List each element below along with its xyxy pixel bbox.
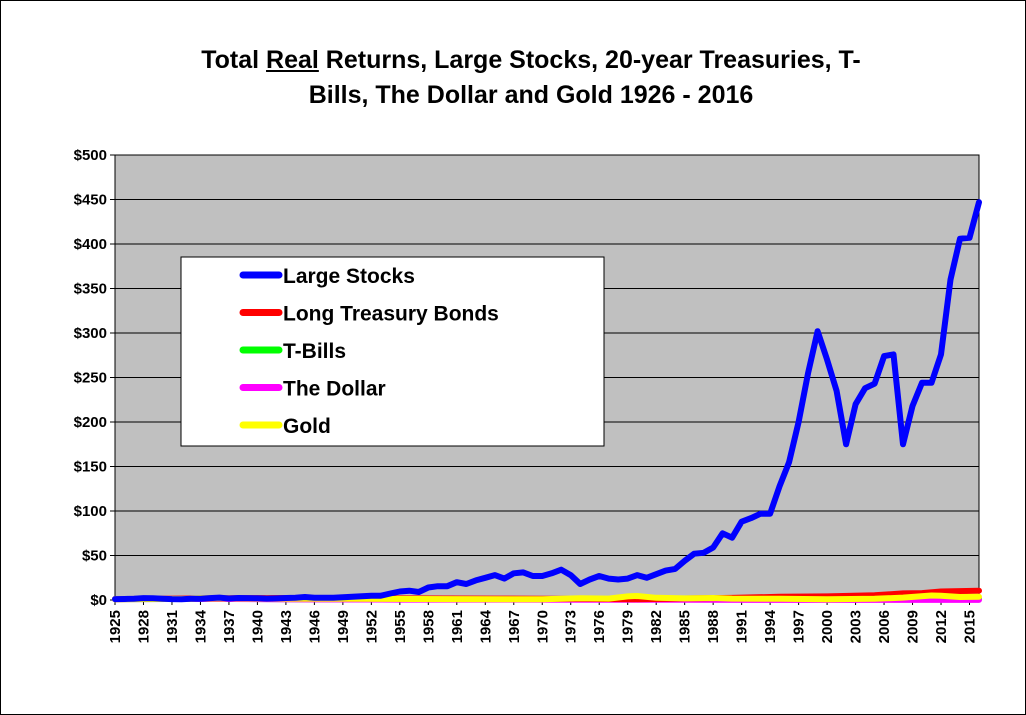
series-line-large-stocks	[112, 199, 982, 603]
x-tick-label: 1970	[534, 610, 551, 643]
x-tick-label: 2006	[876, 610, 893, 643]
title-part-1: Total	[201, 46, 267, 74]
x-tick-label: 1925	[107, 610, 124, 643]
x-tick-label: 1988	[705, 610, 722, 643]
y-tick-label: $50	[82, 548, 107, 565]
title-emphasis: Real	[266, 46, 319, 74]
y-tick-label: $450	[74, 192, 107, 209]
x-tick-label: 1961	[449, 610, 466, 643]
x-tick-label: 1985	[677, 610, 694, 643]
x-tick-label: 1991	[734, 610, 751, 643]
chart-title: Total Real Returns, Large Stocks, 20-yea…	[61, 43, 1001, 113]
x-tick-label: 1997	[791, 610, 808, 643]
x-tick-label: 1940	[249, 610, 266, 643]
x-tick-label: 1994	[762, 609, 779, 643]
x-tick-label: 1967	[506, 610, 523, 643]
legend-label: Long Treasury Bonds	[283, 303, 499, 326]
legend-label: T-Bills	[283, 340, 346, 363]
y-tick-label: $0	[90, 592, 107, 609]
x-tick-label: 1943	[278, 610, 295, 643]
y-tick-label: $150	[74, 459, 107, 476]
y-tick-label: $400	[74, 236, 107, 253]
x-tick-label: 1964	[477, 609, 494, 643]
legend-label: The Dollar	[283, 378, 386, 401]
x-tick-label: 1928	[135, 610, 152, 643]
x-tick-label: 1946	[306, 610, 323, 643]
y-tick-label: $350	[74, 281, 107, 298]
y-tick-label: $100	[74, 503, 107, 520]
x-tick-label: 1931	[164, 610, 181, 643]
legend-label: Large Stocks	[283, 265, 415, 288]
y-tick-label: $500	[74, 147, 107, 164]
legend-label: Gold	[283, 415, 331, 438]
x-tick-label: 1949	[335, 610, 352, 643]
x-tick-label: 1973	[563, 610, 580, 643]
x-tick-label: 2012	[933, 610, 950, 643]
x-tick-label: 2003	[848, 610, 865, 643]
x-tick-label: 2015	[962, 610, 979, 643]
x-tick-label: 1952	[363, 610, 380, 643]
x-tick-label: 1982	[648, 610, 665, 643]
x-tick-label: 1955	[392, 610, 409, 643]
y-tick-label: $200	[74, 414, 107, 431]
x-tick-label: 2000	[819, 610, 836, 643]
y-tick-label: $300	[74, 325, 107, 342]
title-part-2: Returns, Large Stocks, 20-year Treasurie…	[318, 46, 861, 74]
x-tick-label: 2009	[905, 610, 922, 643]
title-part-3: Bills, The Dollar and Gold 1926 - 2016	[308, 81, 754, 109]
x-tick-label: 1937	[221, 610, 238, 643]
x-tick-label: 1958	[420, 610, 437, 643]
x-tick-label: 1934	[192, 609, 209, 643]
y-tick-label: $250	[74, 370, 107, 387]
x-tick-label: 1979	[620, 610, 637, 643]
x-tick-label: 1976	[591, 610, 608, 643]
